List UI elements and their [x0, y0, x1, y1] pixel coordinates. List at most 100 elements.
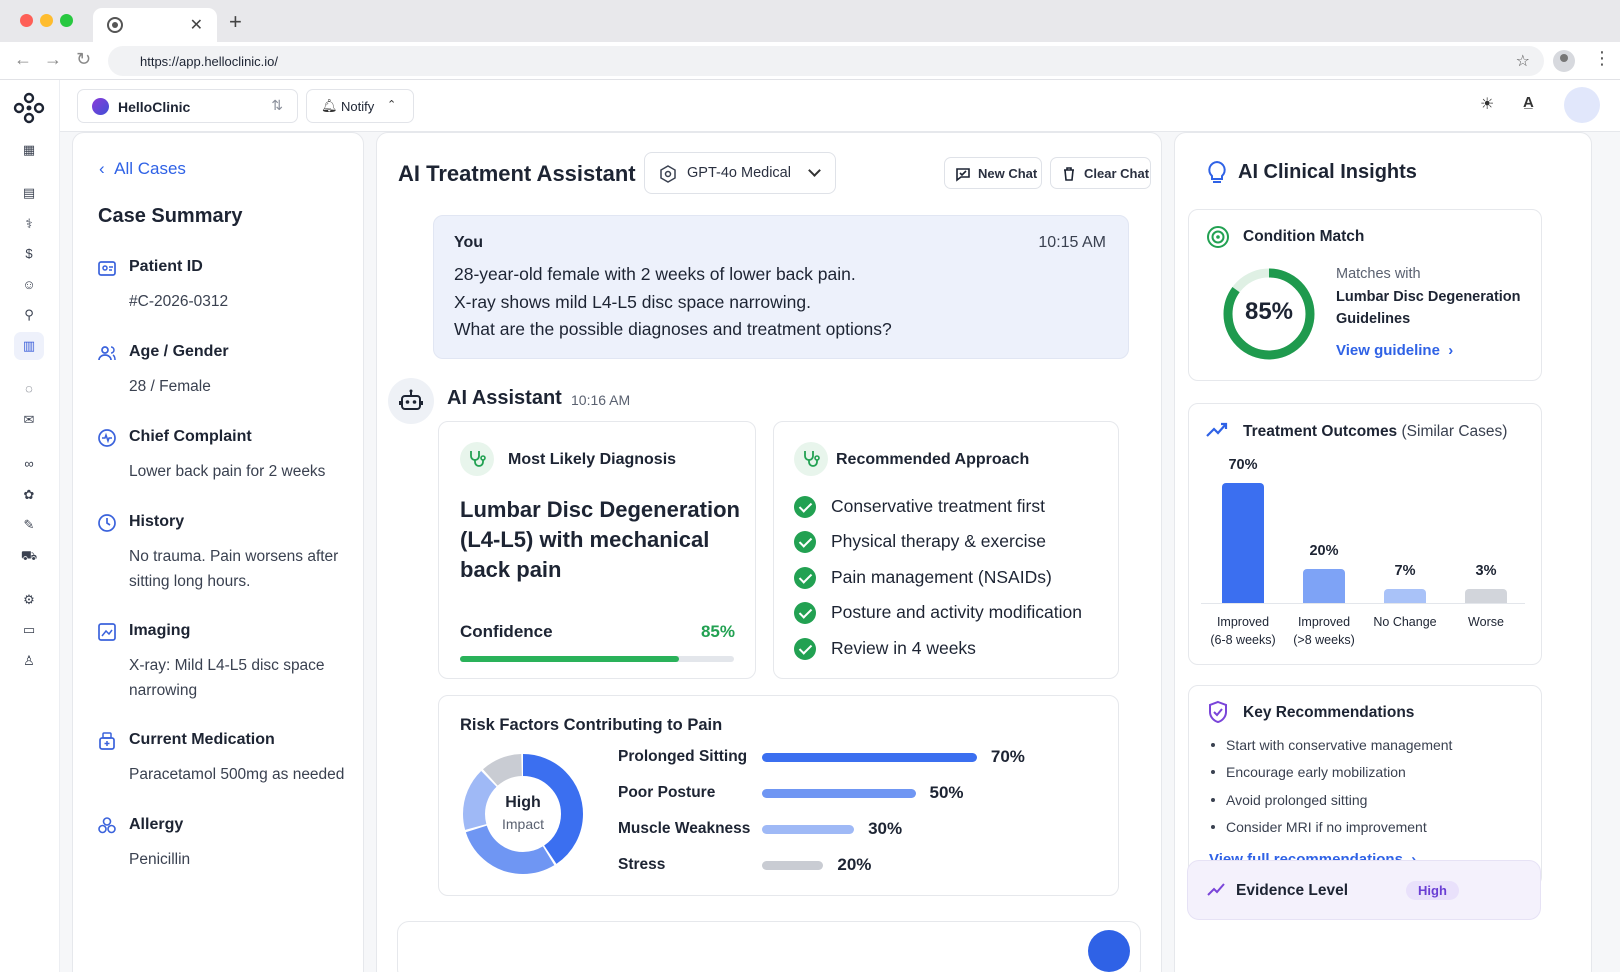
view-guideline-link[interactable]: View guideline ›	[1336, 342, 1454, 359]
condition-match-heading: Condition Match	[1243, 228, 1365, 245]
all-cases-label: All Cases	[114, 159, 186, 178]
ring-fill	[1223, 268, 1315, 360]
window-zoom-dot[interactable]	[60, 14, 73, 27]
window-minimize-dot[interactable]	[40, 14, 53, 27]
risk-factor-name: Prolonged Sitting	[618, 748, 748, 765]
evidence-badge: High	[1406, 881, 1459, 900]
dashboard-icon[interactable]: ▦	[22, 142, 36, 157]
message-line: What are the possible diagnoses and trea…	[454, 319, 892, 339]
chrome-icon	[107, 17, 123, 33]
model-selector[interactable]: GPT-4o Medical	[644, 152, 836, 194]
forward-arrow-icon[interactable]: →	[44, 49, 62, 69]
condition-match-card: Condition Match 85% Matches with Lumbar …	[1188, 209, 1542, 381]
condition-match-ring: 85%	[1221, 266, 1317, 362]
ai-model-icon	[660, 165, 676, 183]
view-guideline-label: View guideline	[1336, 342, 1440, 359]
stethoscope-icon[interactable]: ⚕	[25, 216, 33, 231]
clear-chat-button[interactable]: Clear Chat	[1050, 157, 1151, 189]
field-label: Imaging	[129, 622, 191, 639]
whatsapp-icon[interactable]: ◌	[25, 381, 33, 396]
inbox-icon[interactable]: ✉	[23, 412, 35, 427]
case-summary-panel: ‹ All Cases Case Summary Patient ID #C-2…	[72, 132, 364, 972]
field-label: Patient ID	[129, 258, 203, 275]
user-search-icon[interactable]: ⚲	[24, 307, 34, 322]
outcome-category-label: No Change	[1373, 615, 1437, 629]
field-value: Lower back pain for 2 weeks	[129, 463, 326, 480]
risk-factor-bar	[762, 861, 824, 870]
field-label: Age / Gender	[129, 343, 229, 360]
billing-icon[interactable]: $	[25, 246, 33, 261]
approach-text: Review in 4 weeks	[831, 638, 976, 658]
settings-sliders-icon[interactable]: ⚙	[23, 592, 35, 607]
message-line: 28-year-old female with 2 weeks of lower…	[454, 264, 856, 284]
browser-profile-icon[interactable]	[1553, 50, 1575, 72]
integrations-icon[interactable]: ✿	[23, 487, 35, 502]
chat-panel: AI Treatment Assistant GPT-4o Medical Ne…	[376, 132, 1162, 972]
window-close-dot[interactable]	[20, 14, 33, 27]
user-message-bubble: You 10:15 AM 28-year-old female with 2 w…	[433, 215, 1129, 359]
back-arrow-icon[interactable]: ←	[14, 49, 32, 69]
all-cases-link[interactable]: ‹ All Cases	[99, 159, 186, 178]
approach-text: Posture and activity modification	[831, 602, 1082, 622]
sparkle-icon	[1207, 883, 1225, 896]
new-tab-icon[interactable]: +	[229, 9, 242, 34]
new-chat-label: New Chat	[978, 166, 1038, 181]
card-icon[interactable]: ▭	[22, 622, 36, 637]
patients-icon[interactable]: ☺	[22, 277, 36, 292]
account-icon[interactable]: ♙	[23, 653, 35, 668]
risk-factors-card: Risk Factors Contributing to Pain High I…	[438, 695, 1119, 896]
stethoscope-icon	[804, 451, 820, 467]
clipboard-pulse-icon	[98, 429, 116, 447]
recommendation-item: Encourage early mobilization	[1211, 764, 1406, 780]
theme-toggle-icon[interactable]: ☀	[1480, 96, 1495, 113]
new-chat-button[interactable]: New Chat	[944, 157, 1042, 189]
field-value: X-ray: Mild L4-L5 disc space narrowing	[129, 657, 325, 699]
calendar-icon[interactable]: ▤	[22, 185, 36, 200]
user-avatar[interactable]	[1564, 87, 1600, 123]
reports-icon[interactable]: ▥	[14, 332, 44, 360]
check-circle-icon	[794, 496, 816, 518]
message-time: 10:15 AM	[1038, 234, 1106, 251]
outcome-category-sublabel: (6-8 weeks)	[1210, 633, 1276, 647]
browser-tab[interactable]: ✕	[93, 8, 217, 42]
risk-factor-bar	[762, 753, 977, 762]
url-field[interactable]: https://app.helloclinic.io/ ☆	[108, 46, 1544, 76]
url-text: https://app.helloclinic.io/	[140, 54, 279, 69]
outcome-value-label: 7%	[1394, 563, 1416, 579]
risk-donut-slice	[463, 754, 583, 874]
case-summary-title: Case Summary	[98, 205, 243, 227]
ai-avatar	[388, 378, 434, 424]
pen-icon[interactable]: ✎	[23, 517, 35, 532]
browser-menu-icon[interactable]: ⋮	[1593, 48, 1611, 68]
trend-up-icon	[1206, 422, 1228, 437]
tab-close-icon[interactable]: ✕	[189, 17, 203, 34]
outcomes-heading-suffix: (Similar Cases)	[1401, 423, 1508, 440]
check-circle-icon	[794, 638, 816, 660]
browser-tab-bar: ✕ +	[0, 0, 1620, 42]
chat-title: AI Treatment Assistant	[398, 161, 636, 186]
risk-factor-name: Muscle Weakness	[618, 820, 751, 837]
bookmark-star-icon[interactable]: ☆	[1515, 53, 1530, 70]
history-clock-icon	[98, 514, 116, 532]
diagnosis-card: Most Likely Diagnosis Lumbar Disc Degene…	[438, 421, 756, 679]
language-icon[interactable]: A̲	[1523, 94, 1534, 111]
notify-button[interactable]: 🔔︎ Notify ⌃	[306, 89, 414, 123]
risk-factor-name: Poor Posture	[618, 784, 716, 801]
reload-icon[interactable]: ↻	[76, 49, 92, 69]
robot-icon	[399, 389, 423, 410]
clinic-selector[interactable]: HelloClinic ⇅	[77, 89, 298, 123]
send-button[interactable]	[1088, 930, 1130, 972]
app-logo-icon[interactable]	[13, 92, 45, 124]
field-value: Penicillin	[129, 851, 191, 868]
outcome-category-sublabel: (>8 weeks)	[1293, 633, 1355, 647]
diagnosis-line: Lumbar Disc Degeneration	[460, 497, 740, 522]
donut-label: High	[505, 794, 541, 811]
delivery-icon[interactable]: ⛟	[20, 548, 38, 563]
field-value: Paracetamol 500mg as needed	[129, 766, 345, 783]
link-icon[interactable]: ∞	[24, 456, 34, 471]
message-composer[interactable]	[397, 921, 1141, 972]
users-icon	[98, 346, 116, 361]
confidence-label: Confidence	[460, 622, 553, 641]
donut-sublabel: Impact	[501, 816, 544, 832]
confidence-bar	[460, 656, 734, 662]
